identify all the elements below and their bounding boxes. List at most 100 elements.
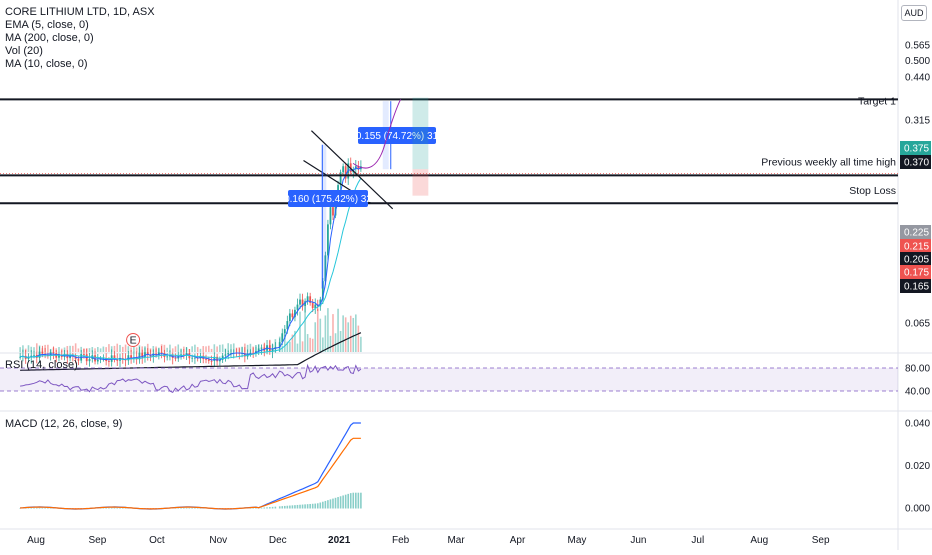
volume-bar <box>91 347 94 352</box>
candle-body <box>227 353 230 355</box>
macd-histogram-bar <box>38 507 41 509</box>
macd-histogram-bar <box>360 492 362 509</box>
symbol-title[interactable]: CORE LITHIUM LTD, 1D, ASX <box>5 6 155 18</box>
macd-histogram-bar <box>289 505 291 509</box>
macd-histogram-bar <box>306 504 309 509</box>
macd-histogram-bar <box>294 505 296 509</box>
candle-body <box>194 357 196 359</box>
candle-body <box>357 166 360 170</box>
candle-body <box>230 352 232 354</box>
candle-body <box>99 358 102 360</box>
macd-histogram-bar <box>281 506 284 509</box>
volume-bar <box>207 345 210 352</box>
projection-curve <box>352 99 402 169</box>
volume-bar <box>174 346 177 352</box>
indicator-volume[interactable]: Vol (20) <box>5 45 43 57</box>
volume-bar <box>314 322 317 352</box>
macd-histogram-bar <box>357 492 360 509</box>
volume-bar <box>135 347 138 352</box>
candle-body <box>221 355 224 360</box>
macd-histogram-bar <box>124 507 127 509</box>
volume-bar <box>199 348 202 352</box>
candle-body <box>216 356 219 362</box>
volume-bar <box>19 347 21 352</box>
candle-body <box>278 342 281 347</box>
indicator-ma200[interactable]: MA (200, close, 0) <box>5 32 94 44</box>
candle-body <box>329 207 332 225</box>
volume-bar <box>221 344 224 352</box>
candle-body <box>304 301 306 307</box>
candle-body <box>160 352 163 354</box>
volume-bar <box>163 344 166 352</box>
volume-bar <box>141 346 144 352</box>
candle-body <box>27 357 30 359</box>
candle-body <box>311 302 314 309</box>
macd-histogram-bar <box>188 507 191 509</box>
candle-body <box>324 255 327 282</box>
volume-bar <box>133 344 135 352</box>
volume-bar <box>294 330 296 352</box>
price-tag-label: 0.175 <box>904 268 929 279</box>
macd-histogram-bar <box>309 503 311 509</box>
date-tick-label: Mar <box>447 535 465 546</box>
volume-bar <box>334 333 337 352</box>
candle-body <box>94 355 96 362</box>
volume-bar <box>281 345 284 352</box>
macd-tick-label: 0.040 <box>905 419 930 430</box>
macd-histogram-bar <box>33 507 35 509</box>
macd-histogram-bar <box>99 507 102 509</box>
measure-tag-label: 0.160 (175.42%) 32 <box>284 194 372 205</box>
macd-pane-label[interactable]: MACD (12, 26, close, 9) <box>5 418 123 430</box>
volume-bar <box>177 344 180 352</box>
candle-body <box>191 357 194 359</box>
candle-body <box>296 304 299 310</box>
macd-histogram-bar <box>177 507 180 509</box>
volume-bar <box>22 345 24 352</box>
volume-bar <box>69 345 71 352</box>
candle-body <box>319 299 322 307</box>
volume-bar <box>121 346 124 352</box>
volume-bar <box>301 341 304 352</box>
macd-histogram-bar <box>30 507 33 509</box>
macd-histogram-bar <box>116 507 119 509</box>
indicator-ma10[interactable]: MA (10, close, 0) <box>5 58 88 70</box>
volume-bar <box>309 337 311 352</box>
date-tick-label: Nov <box>209 535 227 546</box>
price-tag <box>900 155 931 169</box>
price-tick-label: 0.065 <box>905 319 930 330</box>
price-tag-label: 0.215 <box>904 242 929 253</box>
rsi-pane-label[interactable]: RSI (14, close) <box>5 359 78 371</box>
candle-body <box>96 359 99 362</box>
macd-histogram-bar <box>355 492 357 509</box>
volume-bar <box>113 345 116 352</box>
date-tick-label: 2021 <box>328 535 351 546</box>
macd-histogram-bar <box>304 504 306 509</box>
date-tick-label: Feb <box>392 535 410 546</box>
volume-bar <box>291 334 294 352</box>
volume-bar <box>289 341 291 352</box>
volume-bar <box>357 325 360 352</box>
stop-zone <box>412 169 429 196</box>
candle-body <box>249 352 252 354</box>
macd-histogram-bar <box>266 507 268 509</box>
candle-body <box>257 348 260 352</box>
currency-badge[interactable]: AUD <box>901 5 927 21</box>
macd-histogram-bar <box>121 507 124 509</box>
macd-histogram-bar <box>183 507 185 509</box>
candle-body <box>321 281 324 300</box>
macd-histogram-bar <box>174 507 177 509</box>
volume-bar <box>77 348 80 352</box>
indicator-ema[interactable]: EMA (5, close, 0) <box>5 19 89 31</box>
macd-histogram-bar <box>44 507 46 509</box>
date-tick-label: Aug <box>750 535 768 546</box>
date-tick-label: Jul <box>691 535 704 546</box>
volume-bar <box>171 348 174 352</box>
volume-bar <box>324 315 327 352</box>
macd-histogram-bar <box>255 507 257 509</box>
date-tick-label: Oct <box>149 535 165 546</box>
volume-bar <box>332 314 334 352</box>
macd-histogram-bar <box>252 507 254 509</box>
price-tick-label: 0.315 <box>905 116 930 127</box>
